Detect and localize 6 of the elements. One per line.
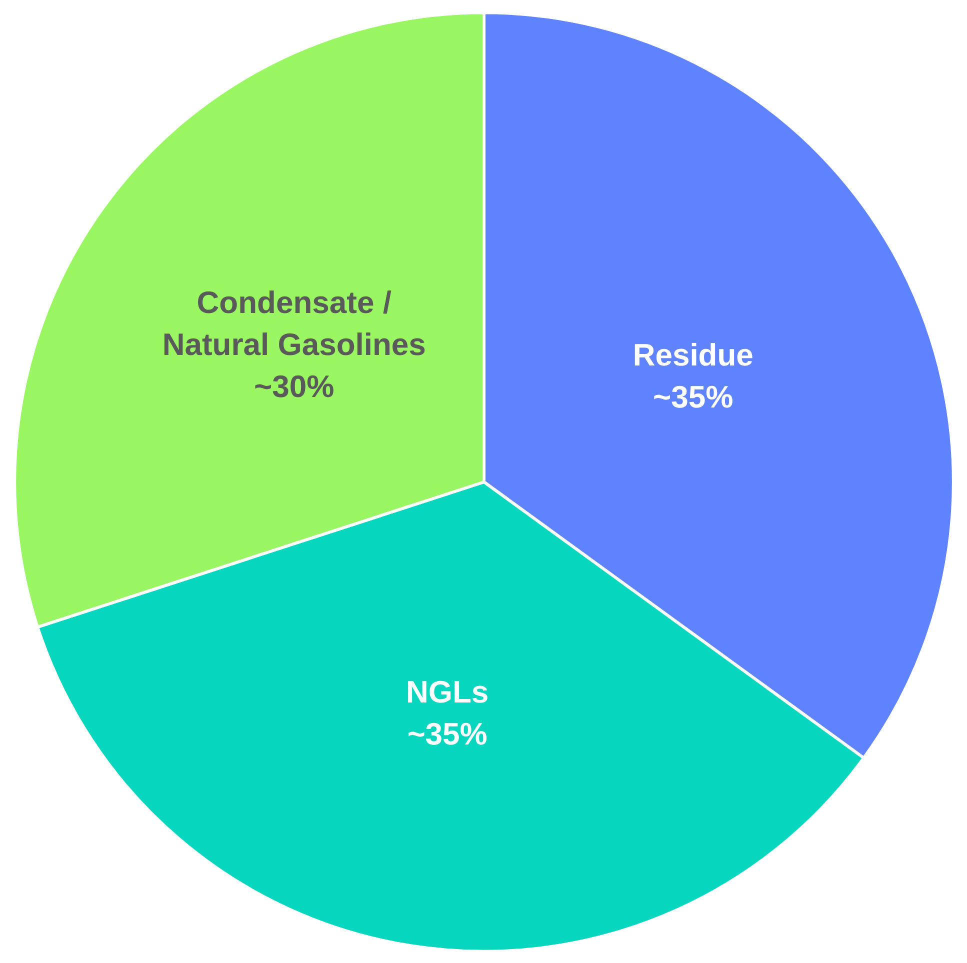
slice-label: Condensate / Natural Gasolines [162,285,426,362]
slice-label: NGLs [406,674,489,710]
data-label: ~35% [653,379,734,414]
data-label: ~35% [407,716,488,752]
slice-label: Residue [632,337,754,372]
data-label: ~30% [254,369,334,404]
